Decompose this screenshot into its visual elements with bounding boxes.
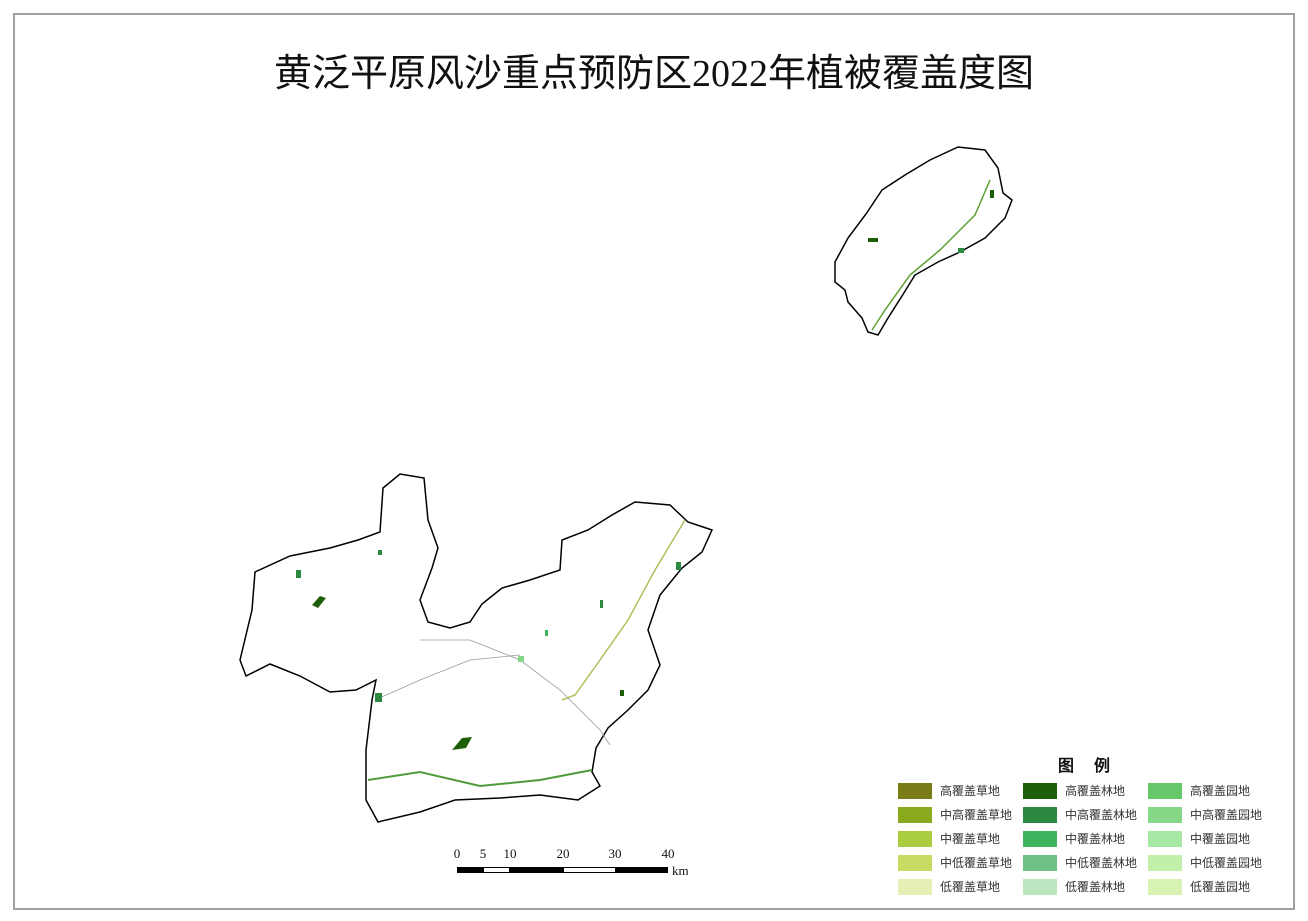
legend-item: 中低覆盖草地 [898,854,1023,871]
legend-swatch [898,878,932,895]
legend-label: 中覆盖林地 [1065,832,1126,846]
legend-swatch [1023,782,1057,799]
region-northeast-outline [834,146,1013,336]
scale-tick: 10 [503,846,517,861]
map-frame [13,13,1295,910]
legend-item: 中高覆盖草地 [898,806,1023,823]
legend: 图 例 高覆盖草地 高覆盖林地 高覆盖园地 中高覆盖草地 中高覆盖林地 中高覆盖园地 中覆盖… [898,752,1278,895]
legend-label: 中覆盖草地 [940,832,1001,846]
legend-swatch [898,782,932,799]
legend-item: 中高覆盖林地 [1023,806,1148,823]
legend-swatch [1148,854,1182,871]
legend-label: 中高覆盖林地 [1065,808,1138,822]
legend-item: 高覆盖林地 [1023,782,1148,799]
legend-item: 低覆盖林地 [1023,878,1148,895]
region-southwest-outline [239,473,714,823]
legend-swatch [1148,782,1182,799]
legend-swatch [898,830,932,847]
scale-tick: 0 [453,846,461,861]
legend-swatch [1148,806,1182,823]
legend-label: 中覆盖园地 [1190,832,1251,846]
legend-label: 高覆盖草地 [940,784,1001,798]
scale-segment [457,867,484,873]
legend-label: 低覆盖草地 [940,880,1001,894]
legend-items: 高覆盖草地 高覆盖林地 高覆盖园地中高覆盖草地 中高覆盖林地 中高覆盖园地中覆盖草地 中覆… [898,782,1278,895]
scale-segment [510,867,564,873]
scale-tick: 5 [479,846,487,861]
scale-segment [483,867,510,873]
legend-label: 中低覆盖林地 [1065,856,1138,870]
scale-tick: 30 [608,846,622,861]
legend-label: 中低覆盖草地 [940,856,1013,870]
legend-item: 高覆盖园地 [1148,782,1273,799]
scale-segment [563,867,616,873]
legend-item: 中覆盖草地 [898,830,1023,847]
scale-tick: 40 [661,846,675,861]
map-title: 黄泛平原风沙重点预防区2022年植被覆盖度图 [273,53,1034,95]
legend-item: 中低覆盖园地 [1148,854,1273,871]
legend-swatch [1148,830,1182,847]
legend-item: 低覆盖园地 [1148,878,1273,895]
legend-label: 低覆盖林地 [1065,880,1126,894]
legend-title: 图 例 [1057,758,1118,775]
legend-item: 中覆盖园地 [1148,830,1273,847]
legend-swatch [1023,854,1057,871]
vegetation-patches [296,190,994,750]
legend-label: 中低覆盖园地 [1190,856,1263,870]
legend-label: 高覆盖林地 [1065,784,1126,798]
scale-tick: 20 [556,846,570,861]
scale-segment [615,867,668,873]
river-lines [367,179,991,788]
legend-item: 高覆盖草地 [898,782,1023,799]
legend-label: 中高覆盖草地 [940,808,1013,822]
legend-swatch [1148,878,1182,895]
legend-item: 中覆盖林地 [1023,830,1148,847]
legend-label: 高覆盖园地 [1190,784,1251,798]
legend-swatch [898,806,932,823]
legend-label: 低覆盖园地 [1190,880,1251,894]
legend-swatch [898,854,932,871]
legend-swatch [1023,806,1057,823]
legend-item: 中低覆盖林地 [1023,854,1148,871]
legend-swatch [1023,830,1057,847]
legend-item: 中高覆盖园地 [1148,806,1273,823]
legend-item: 低覆盖草地 [898,878,1023,895]
legend-swatch [1023,878,1057,895]
legend-label: 中高覆盖园地 [1190,808,1263,822]
scale-bar: 0 5 10 20 30 40 km [450,846,710,886]
scale-unit: km [672,863,689,878]
